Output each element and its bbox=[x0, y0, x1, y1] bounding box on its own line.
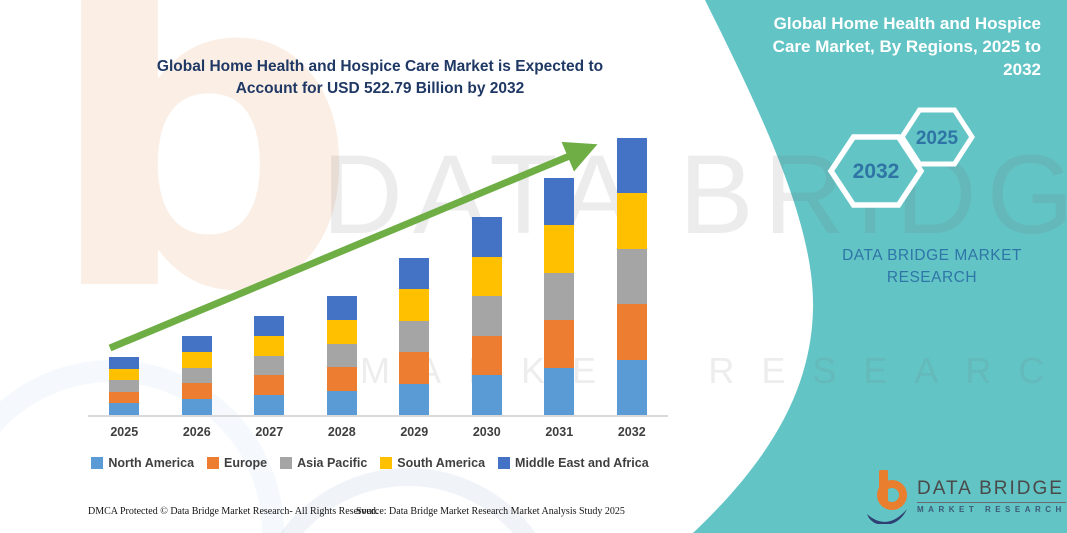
legend-swatch bbox=[498, 457, 511, 469]
hexagon-2032 bbox=[827, 134, 925, 208]
x-axis-label: 2025 bbox=[110, 425, 139, 439]
legend-item: North America bbox=[91, 456, 194, 470]
data-bridge-logo-icon bbox=[867, 470, 907, 524]
bar-segment bbox=[471, 217, 502, 257]
bar-segment bbox=[471, 256, 502, 297]
bar-segment bbox=[399, 320, 430, 353]
x-axis-label: 2026 bbox=[182, 425, 211, 439]
chart-title-line1: Global Home Health and Hospice Care Mark… bbox=[156, 58, 604, 75]
bar-segment bbox=[544, 178, 575, 226]
bar-2030 bbox=[471, 217, 502, 415]
data-bridge-logo: DATA BRIDGE MARKET RESEARCH bbox=[866, 468, 1066, 524]
bar-segment bbox=[254, 375, 285, 396]
bar-segment bbox=[109, 403, 140, 415]
bar-segment bbox=[326, 319, 357, 344]
x-axis-label: 2032 bbox=[617, 425, 646, 439]
chart-title-line2: Account for USD 522.79 Billion by 2032 bbox=[235, 80, 525, 97]
x-axis-label: 2030 bbox=[472, 425, 501, 439]
legend-swatch bbox=[207, 457, 220, 469]
bars-plot-area bbox=[88, 132, 668, 417]
bar-segment bbox=[399, 352, 430, 384]
bar-segment bbox=[399, 289, 430, 321]
legend-label: Europe bbox=[224, 456, 268, 470]
legend-item: South America bbox=[380, 456, 485, 470]
bar-segment bbox=[616, 138, 647, 194]
bar-segment bbox=[616, 248, 647, 305]
x-axis-label: 2029 bbox=[400, 425, 429, 439]
footer-dmca-text: DMCA Protected © Data Bridge Market Rese… bbox=[88, 506, 379, 517]
chart-title: Global Home Health and Hospice Care Mark… bbox=[130, 56, 630, 100]
bar-segment bbox=[399, 383, 430, 415]
watermark-logo-b: b bbox=[44, 0, 359, 388]
bar-segment bbox=[326, 343, 357, 368]
bar-segment bbox=[181, 336, 212, 352]
bar-segment bbox=[471, 335, 502, 376]
bar-2028 bbox=[326, 296, 357, 415]
legend-label: South America bbox=[397, 456, 486, 470]
bar-segment bbox=[254, 316, 285, 336]
bar-segment bbox=[181, 367, 212, 384]
bar-segment bbox=[254, 395, 285, 415]
legend-swatch bbox=[380, 457, 393, 469]
hexagon-2025 bbox=[899, 107, 975, 167]
bar-segment bbox=[254, 355, 285, 376]
hexagon-years-graphic: 2032 2025 bbox=[827, 107, 975, 208]
bar-segment bbox=[109, 357, 140, 369]
bar-segment bbox=[544, 320, 575, 368]
right-panel-title: Global Home Health and Hospice Care Mark… bbox=[772, 14, 1041, 79]
bar-segment bbox=[616, 193, 647, 249]
footer-source-text: Source: Data Bridge Market Research Mark… bbox=[356, 506, 625, 517]
bar-segment bbox=[471, 296, 502, 336]
x-axis-labels: 2025 2026 2027 2028 2029 2030 2031 2032 bbox=[88, 425, 668, 439]
bar-segment bbox=[544, 225, 575, 273]
legend-item: Middle East and Africa bbox=[498, 456, 649, 470]
chart-legend: North America Europe Asia Pacific South Ame… bbox=[55, 456, 685, 470]
bar-2027 bbox=[254, 316, 285, 415]
bar-segment bbox=[544, 272, 575, 321]
logo-subtitle: MARKET RESEARCH bbox=[917, 505, 1066, 514]
legend-label: Middle East and Africa bbox=[515, 456, 649, 470]
bar-2032 bbox=[616, 138, 647, 415]
legend-item: Europe bbox=[207, 456, 267, 470]
x-axis-label: 2027 bbox=[255, 425, 284, 439]
legend-swatch bbox=[91, 457, 104, 469]
x-axis-label: 2028 bbox=[327, 425, 356, 439]
bar-segment bbox=[181, 351, 212, 368]
bar-segment bbox=[471, 375, 502, 415]
bar-segment bbox=[254, 335, 285, 356]
hexagon-2032-label: 2032 bbox=[853, 160, 900, 183]
legend-label: Asia Pacific bbox=[297, 456, 368, 470]
bar-segment bbox=[326, 391, 357, 415]
stacked-bar-chart bbox=[88, 132, 668, 417]
bar-2025 bbox=[109, 357, 140, 415]
bar-segment bbox=[326, 367, 357, 392]
bar-segment bbox=[181, 399, 212, 415]
x-axis-label: 2031 bbox=[545, 425, 574, 439]
bar-2026 bbox=[181, 336, 212, 415]
legend-swatch bbox=[280, 457, 293, 469]
logo-text: DATA BRIDGE MARKET RESEARCH bbox=[917, 478, 1066, 514]
bar-segment bbox=[326, 296, 357, 320]
bar-segment bbox=[181, 383, 212, 400]
trend-arrow bbox=[108, 141, 598, 352]
bar-segment bbox=[616, 304, 647, 360]
bar-2031 bbox=[544, 178, 575, 415]
legend-label: North America bbox=[108, 456, 195, 470]
bar-segment bbox=[109, 391, 140, 404]
legend-item: Asia Pacific bbox=[280, 456, 367, 470]
bar-segment bbox=[616, 359, 647, 415]
bar-segment bbox=[544, 367, 575, 415]
bar-segment bbox=[109, 368, 140, 381]
logo-name: DATA BRIDGE bbox=[917, 478, 1066, 503]
bar-2029 bbox=[399, 258, 430, 415]
bar-segment bbox=[399, 258, 430, 290]
bar-segment bbox=[109, 380, 140, 392]
brand-caption: DATA BRIDGE MARKET RESEARCH bbox=[842, 247, 1022, 286]
hexagon-2025-label: 2025 bbox=[916, 128, 959, 149]
